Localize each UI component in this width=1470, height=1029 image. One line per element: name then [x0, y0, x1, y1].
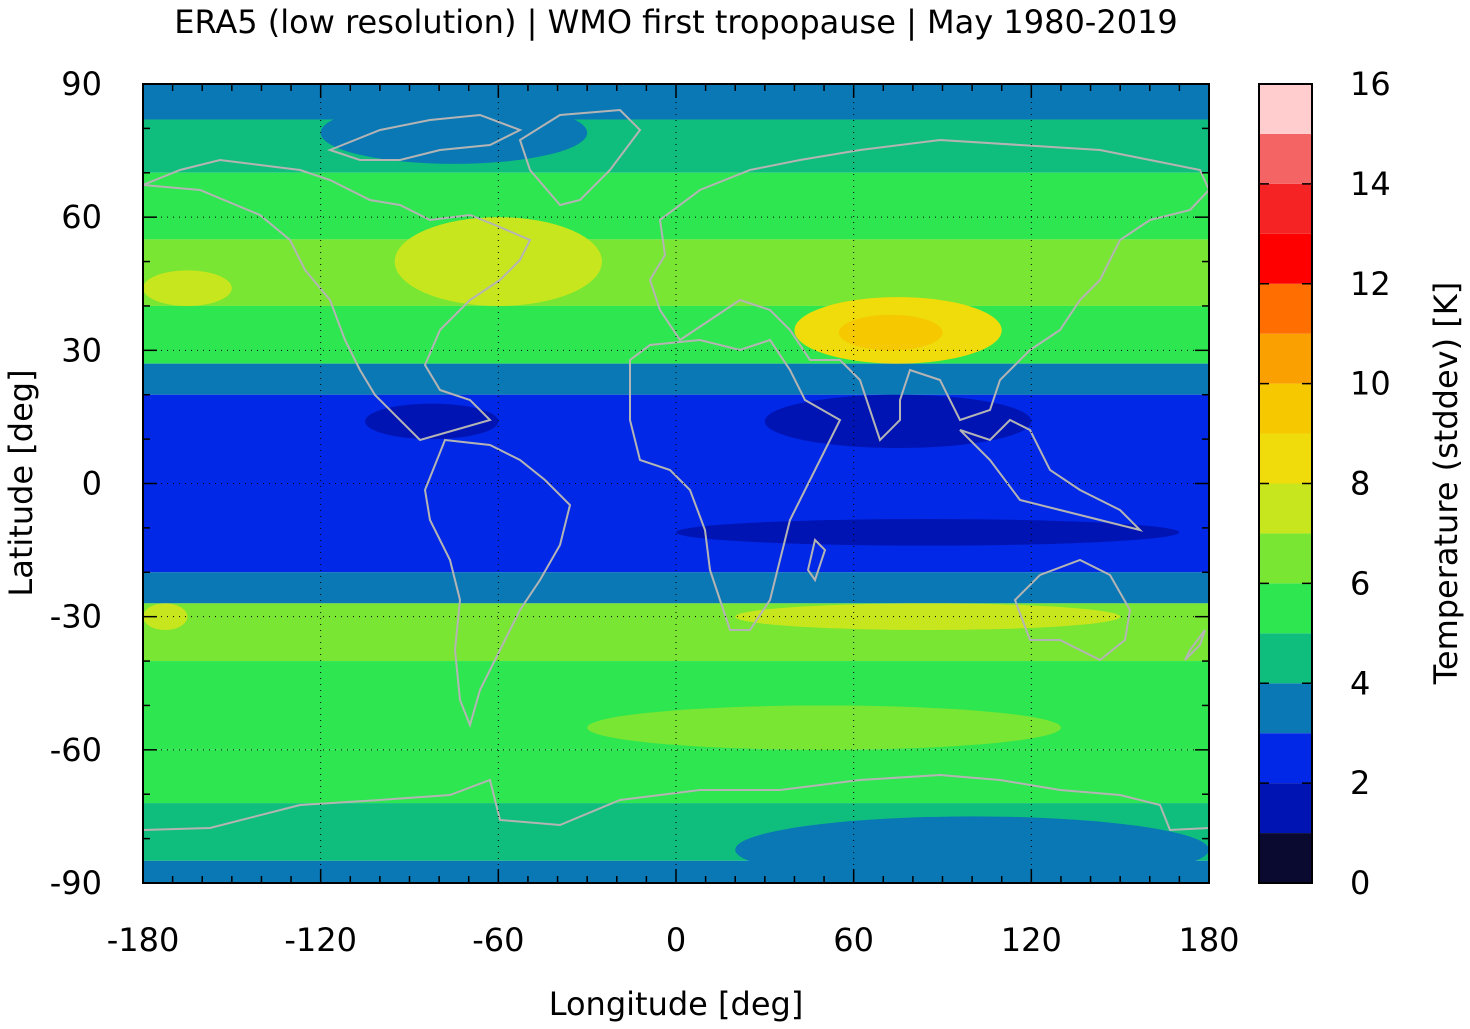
coast-madagascar [806, 538, 827, 583]
x-tick-label: -60 [472, 921, 524, 959]
coast-antarctica [143, 773, 1209, 832]
coast-new-zealand [1184, 629, 1206, 661]
colorbar-ticks [1259, 83, 1312, 884]
region-tropical-core-c [365, 403, 499, 440]
x-tick-label: 60 [833, 921, 874, 959]
colorbar-level-14 [1259, 133, 1312, 184]
y-tick-label: -60 [50, 731, 102, 769]
colorbar-tick-label: 2 [1350, 764, 1370, 802]
y-tick-label: 0 [82, 465, 102, 503]
x-tick-label: -180 [107, 921, 180, 959]
colorbar-tick-label: 16 [1350, 65, 1391, 103]
colorbar-level-9 [1259, 383, 1312, 434]
colorbar-level-7 [1259, 483, 1312, 534]
coast-eurasia [648, 138, 1209, 442]
colorbar-level-11 [1259, 283, 1312, 334]
zonal-band-10 [143, 749, 1209, 804]
zonal-band-7 [143, 572, 1209, 604]
coast-maritime-continent [959, 418, 1144, 532]
zonal-band-3 [143, 239, 1209, 306]
x-tick-label: 180 [1178, 921, 1239, 959]
colorbar-level-4 [1259, 633, 1312, 684]
region-south-subtropical-max [735, 603, 1121, 630]
y-tick-label: 90 [61, 65, 102, 103]
colorbar-level-5 [1259, 583, 1312, 634]
colorbar-tick-labels: 0 2 4 6 8 10 12 14 16 [1350, 65, 1391, 902]
colorbar-level-12 [1259, 233, 1312, 284]
coast-south-america [423, 438, 572, 729]
grid [143, 84, 1209, 883]
colorbar-level-6 [1259, 533, 1312, 584]
x-tick-label: 120 [1001, 921, 1062, 959]
coast-arctic-islands [327, 113, 523, 161]
region-tibetan-plateau-core [838, 314, 943, 351]
x-tick-label: -120 [284, 921, 357, 959]
colorbar-level-13 [1259, 183, 1312, 234]
y-axis-label: Latitude [deg] [2, 369, 40, 596]
zonal-band-2 [143, 172, 1209, 240]
x-tick-label: 0 [666, 921, 686, 959]
y-tick-label: 60 [61, 198, 102, 236]
colorbar-level-2 [1259, 733, 1312, 784]
zonal-band-5 [143, 363, 1209, 395]
region-antarctic-east [735, 816, 1209, 883]
y-tick-label: -90 [50, 864, 102, 902]
colorbar-level-1 [1259, 783, 1312, 834]
region-arctic-canada [320, 101, 588, 164]
axis-ticks [142, 83, 1210, 884]
colorbar-tick-label: 6 [1350, 564, 1370, 602]
colorbar-tick-label: 8 [1350, 465, 1370, 503]
colorbar-tick-label: 4 [1350, 664, 1370, 702]
x-axis-tick-labels: -180 -120 -60 0 60 120 180 [107, 921, 1240, 959]
colorbar-tick-label: 14 [1350, 165, 1391, 203]
coast-australia [1013, 558, 1132, 662]
coastline-overlay [143, 108, 1209, 832]
colorbar-level-8 [1259, 433, 1312, 484]
region-north-america-high [394, 217, 602, 306]
colorbar-level-3 [1259, 683, 1312, 734]
colorbar-level-0 [1259, 833, 1312, 883]
region-tropical-core-b [676, 519, 1180, 546]
x-axis-label: Longitude [deg] [549, 985, 804, 1023]
region-south-pacific-max [143, 603, 188, 630]
chart-title: ERA5 (low resolution) | WMO first tropop… [174, 3, 1178, 41]
colorbar-label: Temperature (stddev) [K] [1427, 282, 1465, 685]
colorbar-tick-label: 10 [1350, 365, 1391, 403]
y-axis-tick-labels: 90 60 30 0 -30 -60 -90 [50, 65, 102, 902]
region-north-pacific-max [143, 270, 232, 306]
y-tick-label: -30 [50, 598, 102, 636]
colorbar-level-15 [1259, 84, 1312, 134]
colorbar-tick-label: 12 [1350, 265, 1391, 303]
colorbar [1259, 84, 1312, 883]
coast-north-america [143, 158, 532, 442]
region-southern-ocean-band [587, 705, 1061, 750]
y-tick-label: 30 [61, 331, 102, 369]
colorbar-tick-label: 0 [1350, 864, 1370, 902]
coast-greenland [518, 108, 642, 207]
colorbar-level-10 [1259, 333, 1312, 384]
